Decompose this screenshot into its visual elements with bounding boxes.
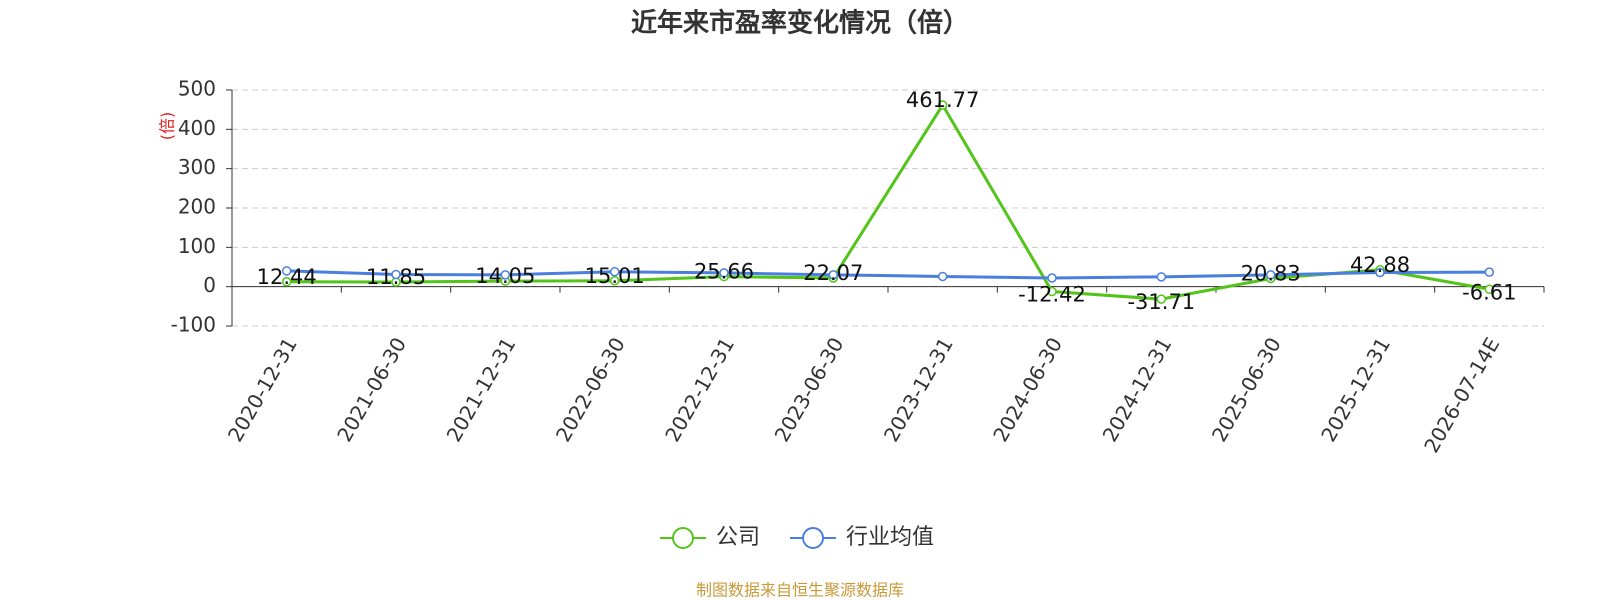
data-point [1156,294,1167,304]
x-tick-label: 2025-12-31 [1316,333,1395,446]
legend-marker [802,527,825,549]
data-point [1047,286,1057,297]
data-label: 11.85 [366,265,426,289]
y-tick-label: -100 [171,313,216,337]
x-tick-label: 2023-06-30 [770,333,849,446]
data-point [1265,270,1276,280]
legend-marker [672,527,694,549]
y-tick-label: 100 [178,234,216,258]
x-tick-label: 2021-12-31 [442,333,521,446]
data-label: 15.01 [585,264,645,288]
y-tick-label: 300 [178,155,216,179]
legend-label: 公司 [716,525,760,550]
data-point [937,100,948,110]
chart-title: 近年来市盈率变化情况（倍） [631,8,969,39]
data-label: -31.71 [1127,290,1195,314]
data-point [609,276,620,286]
legend-label: 行业均值 [846,525,934,550]
data-label: 20.83 [1241,261,1301,285]
x-tick-label: 2020-12-31 [223,333,302,446]
y-tick-label: 200 [178,195,216,219]
series-line [286,102,1490,301]
y-tick-label: 500 [178,77,216,101]
data-label: -6.61 [1462,280,1516,304]
data-label: -12.42 [1018,283,1086,307]
data-point [281,266,292,276]
data-point [1484,284,1495,295]
data-point [500,270,511,280]
data-label: 25.66 [694,260,754,284]
data-point [828,270,839,280]
data-label: 14.05 [475,264,535,288]
data-label: 22.07 [803,261,863,285]
data-point [1047,273,1057,283]
data-point [1375,267,1385,278]
source-note: 制图数据来自恒生聚源数据库 [696,581,904,600]
data-point [719,268,729,278]
x-tick-label: 2026-07-14E [1419,333,1504,457]
data-label: 461.77 [906,88,979,112]
data-label: 42.88 [1350,253,1410,277]
x-tick-label: 2021-06-30 [332,333,411,446]
data-point [281,277,292,287]
data-point [937,271,948,282]
x-tick-label: 2022-06-30 [551,333,630,446]
data-label: 12.44 [257,265,317,289]
x-tick-label: 2022-12-31 [660,333,739,446]
x-tick-label: 2024-12-31 [1098,333,1177,446]
y-tick-label: 0 [203,273,216,297]
data-point [1484,267,1495,277]
x-tick-label: 2025-06-30 [1207,333,1286,446]
data-point [1156,272,1167,282]
series-line [286,269,1490,280]
y-axis-label: (倍) [158,112,177,141]
y-tick-label: 400 [178,116,216,140]
data-point [609,266,620,277]
x-tick-label: 2023-12-31 [879,333,958,446]
x-tick-label: 2024-06-30 [988,333,1067,446]
data-point [391,269,401,280]
